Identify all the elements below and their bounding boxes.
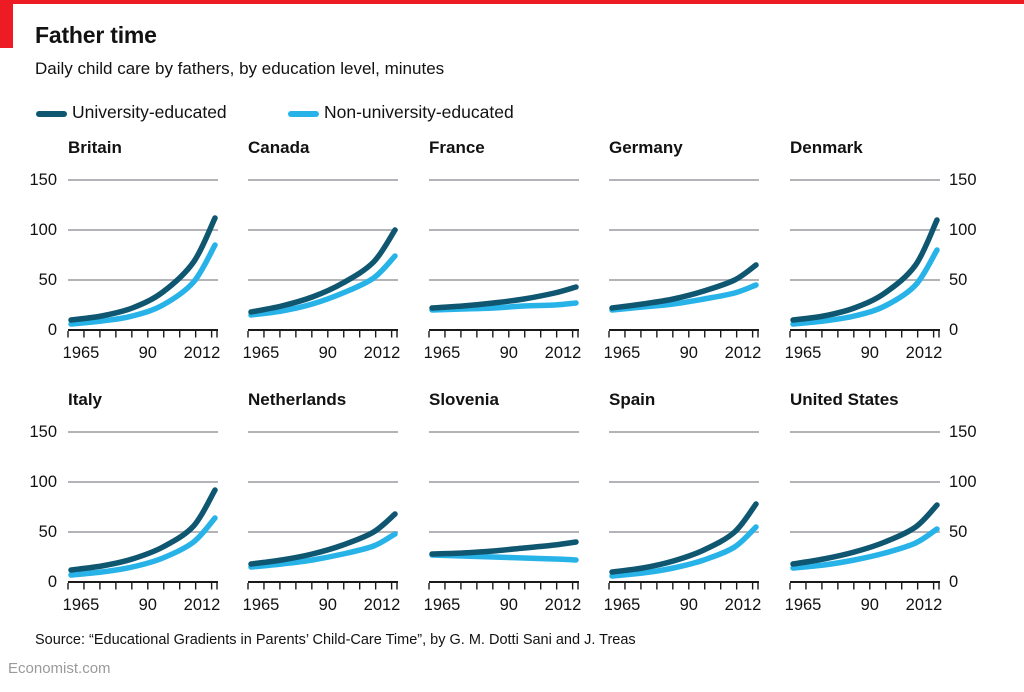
x-tick-label: 90: [138, 596, 157, 614]
y-tick-label: 50: [38, 271, 57, 289]
y-tick-label: 150: [29, 171, 57, 189]
economist-site-label: Economist.com: [8, 660, 111, 677]
x-tick-label: 1965: [242, 596, 280, 614]
plot-svg: [608, 431, 759, 590]
x-tick-label: 2012: [183, 344, 221, 362]
x-tick-label: 2012: [724, 596, 762, 614]
x-tick-label: 1965: [603, 344, 641, 362]
plot-svg: [247, 431, 398, 590]
page-subtitle: Daily child care by fathers, by educatio…: [35, 59, 445, 78]
y-tick-label: 50: [949, 271, 968, 289]
y-tick-label: 50: [38, 523, 57, 541]
y-tick-label: 0: [949, 321, 959, 339]
legend-swatch-university: [36, 111, 67, 117]
x-tick-label: 1965: [784, 596, 822, 614]
y-tick-label: 100: [29, 473, 57, 491]
x-tick-label: 2012: [724, 344, 762, 362]
plot-svg: [789, 179, 940, 338]
series-non-university-line: [429, 300, 579, 313]
panel-title: Italy: [68, 390, 103, 409]
y-tick-label: 50: [949, 523, 968, 541]
y-tick-label: 100: [949, 473, 977, 491]
x-tick-label: 2012: [183, 596, 221, 614]
y-tick-label: 150: [949, 171, 977, 189]
panel-title: United States: [790, 390, 899, 409]
x-tick-label: 2012: [363, 596, 401, 614]
plot-svg: [428, 179, 579, 338]
legend-swatch-non-university: [288, 111, 319, 117]
page-title: Father time: [35, 22, 157, 48]
panel-title: Denmark: [790, 138, 863, 157]
y-tick-label: 0: [949, 573, 959, 591]
series-non-university-line: [68, 515, 218, 578]
x-tick-label: 90: [679, 344, 698, 362]
y-tick-label: 100: [29, 221, 57, 239]
y-tick-label: 0: [47, 573, 57, 591]
x-tick-label: 1965: [603, 596, 641, 614]
series-university-line: [609, 262, 759, 311]
series-university-line: [68, 215, 218, 323]
plot-svg: [789, 431, 940, 590]
panel-title: Spain: [609, 390, 656, 409]
series-non-university-line: [248, 253, 398, 318]
series-university-line: [429, 284, 579, 311]
plot-svg: [67, 431, 218, 590]
x-tick-label: 90: [318, 596, 337, 614]
series-university-line: [609, 501, 759, 575]
panel-title: France: [429, 138, 485, 157]
series-non-university-line: [790, 526, 940, 571]
series-university-line: [248, 511, 398, 567]
x-tick-label: 1965: [423, 344, 461, 362]
x-tick-label: 90: [499, 596, 518, 614]
x-tick-label: 90: [679, 596, 698, 614]
x-tick-label: 2012: [905, 596, 943, 614]
x-tick-label: 90: [138, 344, 157, 362]
panel-title: Canada: [248, 138, 310, 157]
top-red-rule: [0, 0, 1024, 4]
panel-title: Germany: [609, 138, 683, 157]
series-non-university-line: [429, 552, 579, 563]
plot-svg: [608, 179, 759, 338]
x-tick-label: 90: [860, 344, 879, 362]
x-tick-label: 1965: [423, 596, 461, 614]
y-tick-label: 150: [949, 423, 977, 441]
series-university-line: [68, 487, 218, 573]
series-university-line: [790, 217, 940, 323]
panel-title: Britain: [68, 138, 122, 157]
series-university-line: [790, 502, 940, 567]
series-non-university-line: [248, 531, 398, 570]
series-non-university-line: [609, 524, 759, 579]
series-non-university-line: [790, 247, 940, 327]
plot-svg: [247, 179, 398, 338]
x-tick-label: 1965: [784, 344, 822, 362]
panel-title: Netherlands: [248, 390, 347, 409]
x-tick-label: 2012: [363, 344, 401, 362]
legend-label-university: University-educated: [72, 102, 227, 122]
x-tick-label: 1965: [62, 344, 100, 362]
plot-svg: [428, 431, 579, 590]
series-non-university-line: [609, 282, 759, 313]
y-tick-label: 0: [47, 321, 57, 339]
x-tick-label: 90: [499, 344, 518, 362]
series-university-line: [429, 539, 579, 557]
economist-red-tab: [0, 0, 13, 48]
y-tick-label: 100: [949, 221, 977, 239]
series-university-line: [248, 227, 398, 315]
panel-title: Slovenia: [429, 390, 499, 409]
plot-svg: [67, 179, 218, 338]
series-non-university-line: [68, 242, 218, 327]
x-tick-label: 2012: [544, 344, 582, 362]
legend-label-non-university: Non-university-educated: [324, 102, 514, 122]
x-tick-label: 2012: [544, 596, 582, 614]
x-tick-label: 90: [318, 344, 337, 362]
x-tick-label: 90: [860, 596, 879, 614]
x-tick-label: 1965: [62, 596, 100, 614]
source-note: Source: “Educational Gradients in Parent…: [35, 632, 636, 648]
y-tick-label: 150: [29, 423, 57, 441]
x-tick-label: 1965: [242, 344, 280, 362]
x-tick-label: 2012: [905, 344, 943, 362]
